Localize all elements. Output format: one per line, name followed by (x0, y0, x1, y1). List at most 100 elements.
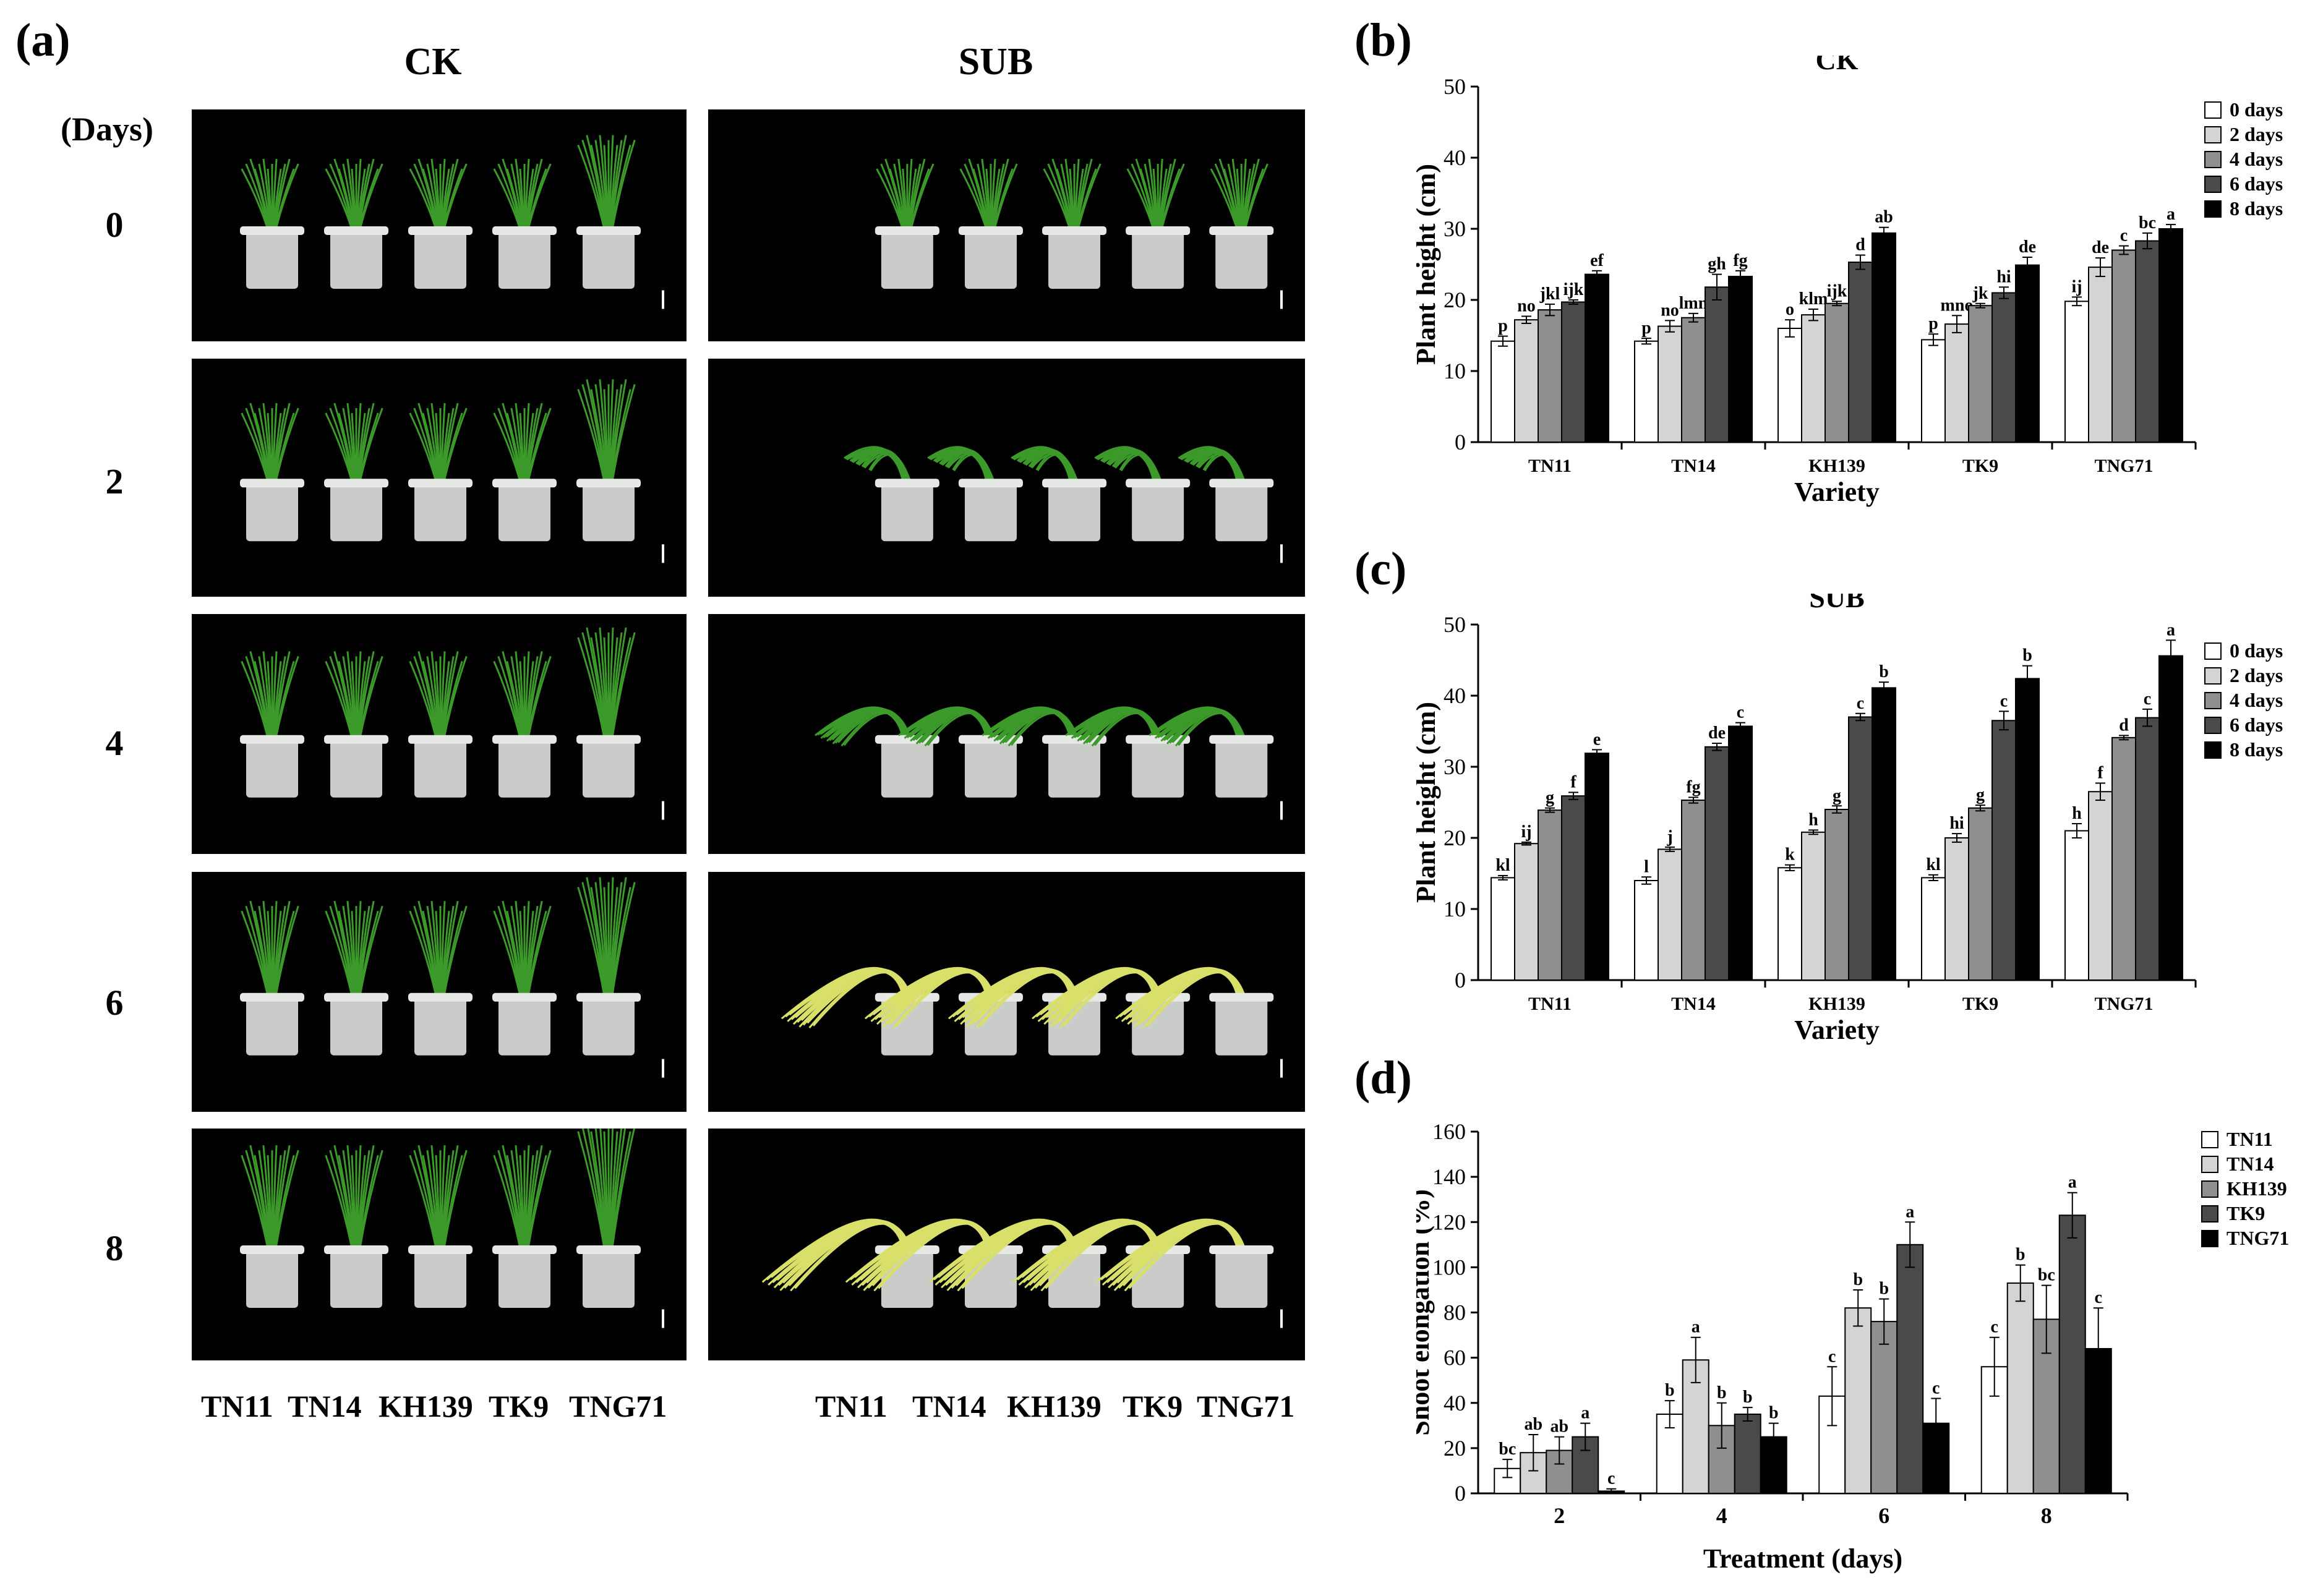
legend-swatch (2201, 1205, 2218, 1223)
significance-label: bc (1499, 1440, 1516, 1459)
ck-variety-label: TK9 (489, 1389, 549, 1423)
significance-label: jk (1972, 284, 1988, 303)
x-tick-label: TN14 (1671, 456, 1716, 476)
legend-label: 0 days (2230, 639, 2283, 662)
ck-photo-day-8 (192, 1129, 687, 1360)
plant-pot (576, 1129, 641, 1308)
plant-pot (898, 706, 1023, 798)
y-tick-label: 50 (1444, 612, 1466, 637)
plant-pot (324, 403, 388, 542)
bar (1991, 292, 2016, 443)
x-tick-label: TK9 (1962, 994, 1998, 1014)
sub-variety-label: TNG71 (1197, 1389, 1295, 1423)
bar (2158, 228, 2183, 443)
legend-swatch (2204, 200, 2222, 218)
significance-label: h (1808, 810, 1818, 829)
significance-label: ef (1590, 251, 1604, 270)
ck-variety-label: TN11 (201, 1389, 273, 1423)
significance-label: b (1743, 1388, 1753, 1407)
plant-pot (240, 900, 304, 1056)
plant-pot (240, 403, 304, 542)
plant-pot (324, 1145, 388, 1308)
plant-pot (576, 877, 641, 1056)
bar (1801, 831, 1826, 981)
legend-label: 2 days (2230, 123, 2283, 145)
legend-swatch (2201, 1230, 2218, 1247)
chart-title: SUB (1809, 594, 1864, 613)
bar (1514, 843, 1539, 981)
bar (1705, 746, 1729, 981)
y-tick-label: 80 (1444, 1300, 1466, 1325)
panel-a-letter: (a) (15, 14, 71, 66)
legend-label: TN14 (2227, 1153, 2274, 1175)
significance-label: o (1786, 300, 1794, 319)
legend-label: TNG71 (2227, 1227, 2289, 1249)
plant-pot (492, 1145, 557, 1308)
ck-column-title: CK (404, 41, 462, 83)
sub-photo-day-0 (708, 109, 1305, 341)
significance-label: kl (1926, 855, 1941, 874)
bar (1872, 687, 1896, 981)
x-axis-label: Variety (1794, 477, 1880, 507)
y-tick-label: 160 (1432, 1119, 1466, 1144)
panel-d-letter: (d) (1354, 1052, 1412, 1104)
plant-pot (1094, 446, 1191, 542)
significance-label: c (1991, 1318, 1998, 1337)
significance-label: bc (2139, 213, 2156, 233)
y-tick-label: 40 (1444, 145, 1466, 170)
ck-photo-day-4 (192, 614, 687, 854)
significance-label: c (2144, 689, 2151, 709)
x-tick-label: TN11 (1528, 994, 1572, 1014)
bar (1681, 800, 1706, 981)
sub-variety-label: TN11 (815, 1389, 888, 1423)
sub-variety-label: TK9 (1123, 1389, 1183, 1423)
significance-label: k (1785, 845, 1795, 864)
bar (1824, 809, 1849, 981)
significance-label: gh (1708, 255, 1726, 274)
significance-label: f (1570, 772, 1576, 792)
plant-pot (492, 403, 557, 542)
plant-pot (492, 158, 557, 289)
bar (1491, 340, 1515, 443)
legend-swatch (2204, 642, 2222, 660)
plant-pot (1209, 158, 1274, 289)
bar (2006, 1282, 2034, 1494)
legend-label: 4 days (2230, 148, 2283, 170)
bar (2111, 249, 2136, 443)
x-tick-label: TNG71 (2094, 994, 2153, 1014)
x-tick-label: TK9 (1962, 456, 1998, 476)
bar (1921, 339, 1946, 443)
legend-label: 2 days (2230, 664, 2283, 686)
y-axis-label: Plant height (cm) (1416, 702, 1441, 903)
bar (1561, 795, 1586, 981)
significance-label: b (1853, 1270, 1863, 1289)
legend-swatch (2204, 741, 2222, 759)
significance-label: c (2000, 691, 2008, 711)
scale-bar (1280, 1309, 1283, 1328)
chart-c-sub-plant-height: 01020304050TN11klijgfeTN14ljfgdecKH139kh… (1416, 594, 2283, 1045)
bar (2158, 655, 2183, 981)
bar (1870, 1321, 1898, 1494)
y-tick-label: 50 (1444, 74, 1466, 99)
plant-pot (240, 651, 304, 798)
y-tick-label: 20 (1444, 826, 1466, 850)
ck-photo-day-6 (192, 872, 687, 1112)
significance-label: de (2019, 237, 2036, 257)
y-tick-label: 140 (1432, 1164, 1466, 1189)
significance-label: a (1692, 1318, 1700, 1337)
scale-bar (662, 1059, 664, 1078)
legend-swatch (2204, 692, 2222, 709)
significance-label: a (2167, 205, 2175, 224)
ck-variety-label: TNG71 (569, 1389, 667, 1423)
plant-pot (492, 651, 557, 798)
significance-label: l (1644, 857, 1649, 876)
legend-swatch (2204, 151, 2222, 168)
plant-pot (240, 158, 304, 289)
bar (1968, 305, 1993, 443)
significance-label: no (1661, 301, 1679, 320)
y-tick-label: 0 (1455, 1481, 1466, 1506)
ck-variety-label: TN14 (288, 1389, 362, 1423)
plant-pot (240, 1145, 304, 1308)
legend-label: 4 days (2230, 689, 2283, 711)
bar (1658, 848, 1682, 981)
